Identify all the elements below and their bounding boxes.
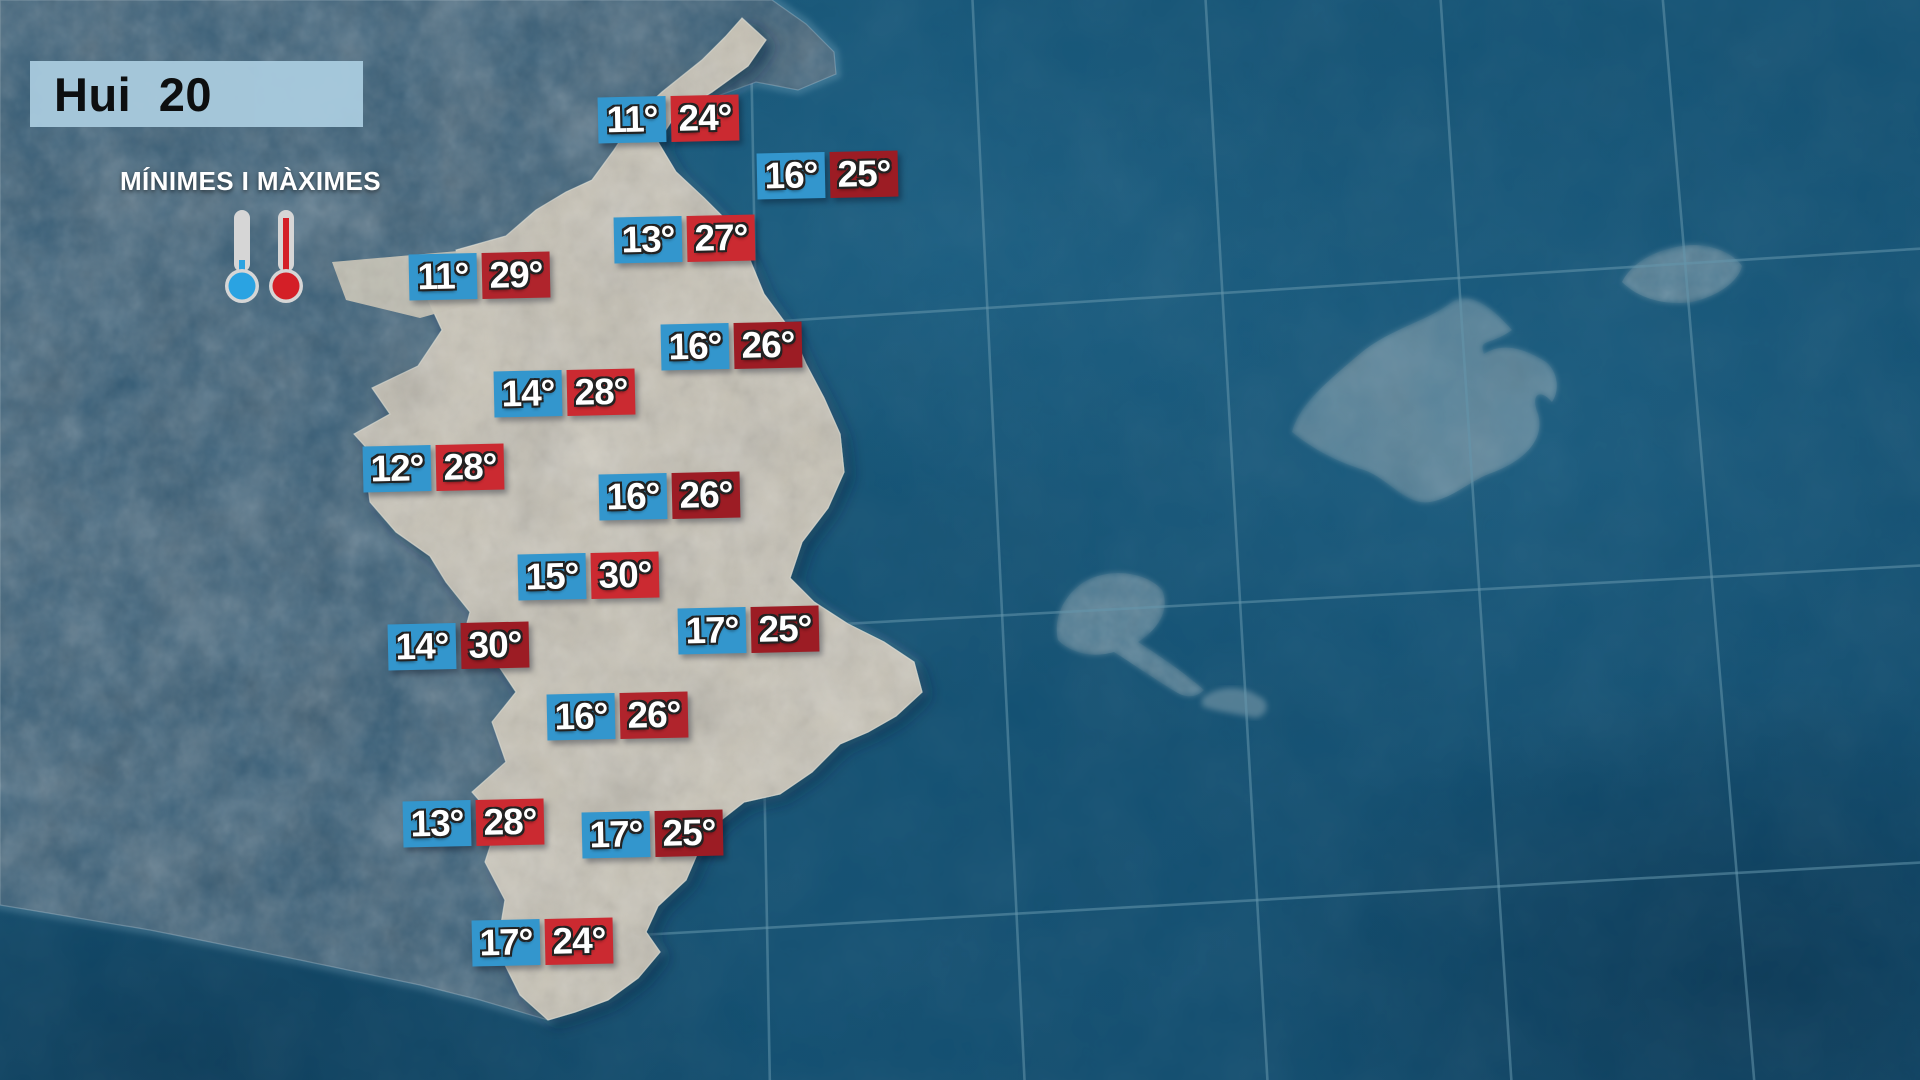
subtitle: MÍNIMES I MÀXIMES xyxy=(120,166,382,196)
min-temp-label: 13° xyxy=(613,216,683,264)
min-temp-label: 16° xyxy=(598,473,668,521)
min-temp-label: 16° xyxy=(546,693,616,741)
temp-pair: 12° 28° xyxy=(362,443,505,493)
max-temp-label: 28° xyxy=(435,443,505,491)
min-temp-label: 16° xyxy=(756,152,826,200)
temp-pair: 15° 30° xyxy=(517,551,660,601)
temp-pair: 13° 27° xyxy=(613,214,756,264)
temp-pair: 17° 24° xyxy=(471,917,614,967)
max-temp-label: 30° xyxy=(460,621,530,669)
min-temp-label: 17° xyxy=(471,919,541,967)
min-temp-label: 14° xyxy=(493,370,563,418)
temp-pair: 11° 29° xyxy=(408,251,551,301)
thermometer-legend xyxy=(225,210,303,303)
min-temp-label: 17° xyxy=(581,811,651,859)
temp-pair: 13° 28° xyxy=(402,798,545,848)
max-temp-label: 28° xyxy=(475,798,545,846)
max-temp-label: 28° xyxy=(566,368,636,416)
temp-pair: 14° 28° xyxy=(493,368,636,418)
title-box: Hui 20 xyxy=(30,61,363,127)
temp-pair: 16° 26° xyxy=(546,691,689,741)
temp-pair: 16° 25° xyxy=(756,150,899,200)
temp-pair: 16° 26° xyxy=(660,321,803,371)
min-temp-label: 15° xyxy=(517,553,587,601)
max-temp-label: 26° xyxy=(733,321,803,369)
max-temp-label: 26° xyxy=(671,471,741,519)
temp-pair: 14° 30° xyxy=(387,621,530,671)
min-temp-label: 13° xyxy=(402,800,472,848)
min-temp-label: 14° xyxy=(387,623,457,671)
min-temp-label: 17° xyxy=(677,607,747,655)
temp-pair: 16° 26° xyxy=(598,471,741,521)
max-temp-label: 25° xyxy=(750,605,820,653)
max-temp-label: 25° xyxy=(829,150,899,198)
min-temp-label: 16° xyxy=(660,323,730,371)
max-thermometer-icon xyxy=(269,210,303,303)
max-temp-label: 30° xyxy=(590,551,660,599)
max-temp-label: 27° xyxy=(686,214,756,262)
min-temp-label: 11° xyxy=(408,253,478,301)
page-title: Hui 20 xyxy=(54,67,213,121)
max-temp-label: 25° xyxy=(654,809,724,857)
max-temp-label: 29° xyxy=(481,251,551,299)
max-temp-label: 24° xyxy=(544,917,614,965)
max-temp-label: 26° xyxy=(619,691,689,739)
min-temp-label: 12° xyxy=(362,445,432,493)
temp-pair: 17° 25° xyxy=(677,605,820,655)
temp-pair: 11° 24° xyxy=(597,94,740,144)
temp-pair: 17° 25° xyxy=(581,809,724,859)
max-temp-label: 24° xyxy=(670,94,740,142)
min-thermometer-icon xyxy=(225,210,259,303)
min-temp-label: 11° xyxy=(597,96,667,144)
